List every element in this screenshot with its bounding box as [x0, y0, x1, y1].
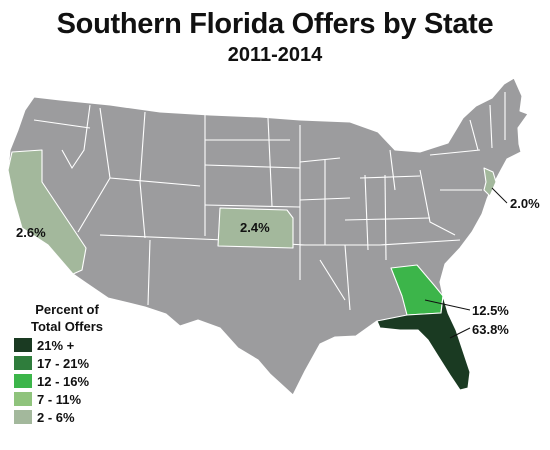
legend-item: 12 - 16%: [14, 373, 120, 389]
legend-title-line2: Total Offers: [31, 319, 103, 334]
california-state: [7, 149, 87, 275]
kansas-value-label: 2.4%: [240, 220, 270, 235]
legend-title-line1: Percent of: [35, 302, 99, 317]
florida-leader: [449, 327, 471, 339]
map-title: Southern Florida Offers by State: [56, 8, 494, 40]
legend-label: 12 - 16%: [37, 373, 90, 389]
legend-item: 17 - 21%: [14, 355, 120, 371]
legend-swatch: [14, 374, 32, 388]
legend-swatch: [14, 356, 32, 370]
florida-state: [376, 295, 471, 391]
new-jersey-value-label: 2.0%: [510, 196, 540, 211]
legend-rows: 21% + 17 - 21% 12 - 16% 7 - 11% 2 - 6%: [14, 337, 120, 425]
legend-item: 21% +: [14, 337, 120, 353]
california-value-label: 2.6%: [16, 225, 46, 240]
legend-label: 17 - 21%: [37, 355, 90, 371]
legend-label: 7 - 11%: [37, 391, 82, 407]
legend-item: 7 - 11%: [14, 391, 120, 407]
legend-label: 2 - 6%: [37, 409, 75, 425]
legend-swatch: [14, 392, 32, 406]
map-subtitle: 2011-2014: [227, 44, 323, 66]
legend-swatch: [14, 338, 32, 352]
georgia-leader: [424, 299, 471, 311]
new-jersey-leader: [491, 187, 508, 204]
legend-label: 21% +: [37, 337, 75, 353]
legend-swatch: [14, 410, 32, 424]
legend: Percent of Total Offers 21% + 17 - 21% 12 …: [14, 301, 120, 425]
florida-value-label: 63.8%: [472, 322, 509, 337]
georgia-value-label: 12.5%: [472, 303, 509, 318]
state-borders: [33, 92, 506, 311]
legend-item: 2 - 6%: [14, 409, 120, 425]
legend-title: Percent of Total Offers: [14, 301, 120, 335]
kansas-state: [217, 207, 294, 249]
